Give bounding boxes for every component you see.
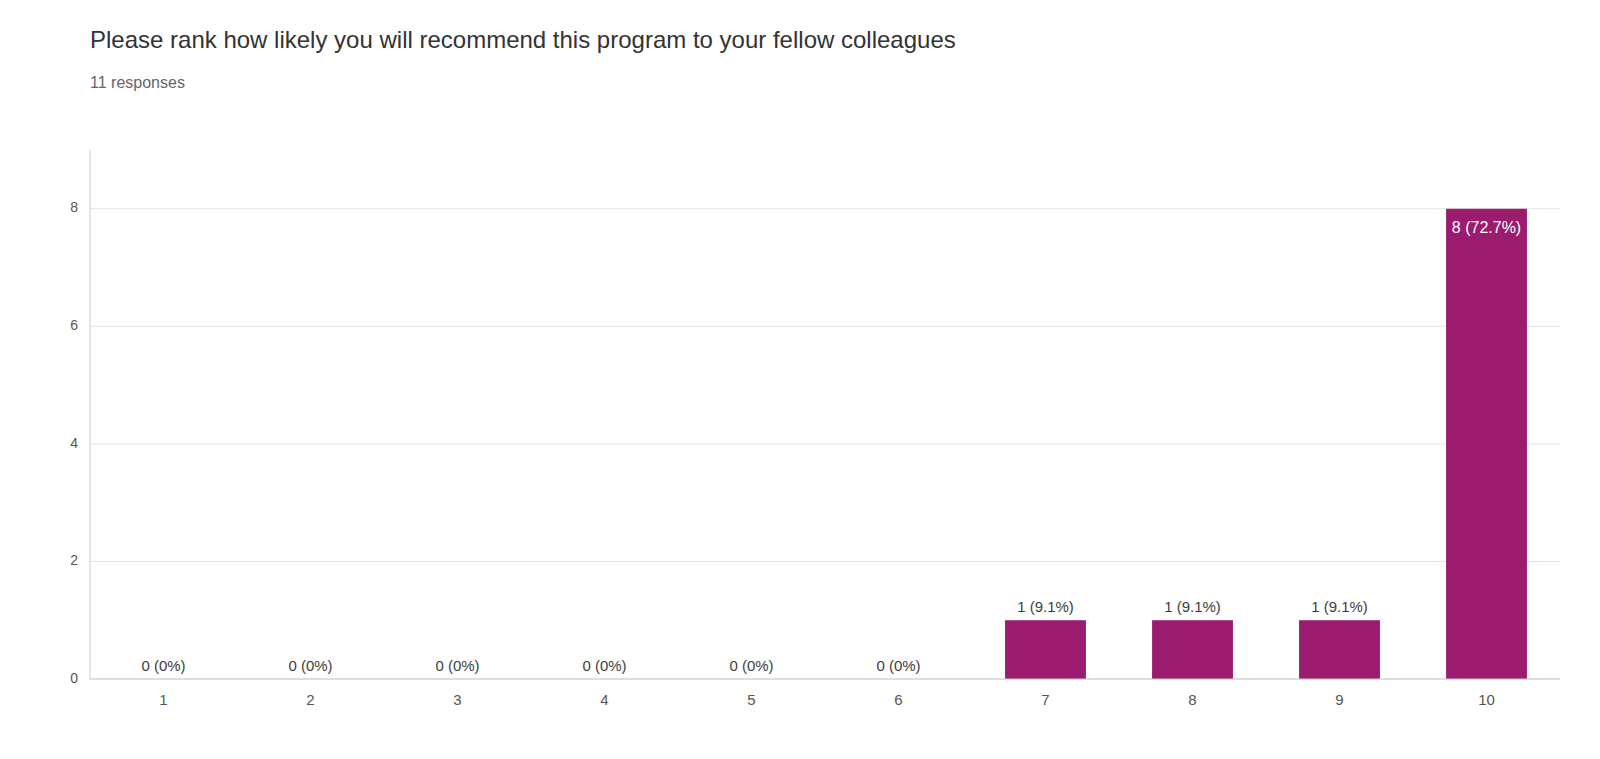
y-tick-label: 4 <box>70 435 78 451</box>
bars <box>1005 209 1527 679</box>
x-axis: 1 2 3 4 5 6 7 8 9 10 <box>90 679 1560 708</box>
y-tick-label: 2 <box>70 552 78 568</box>
data-label: 0 (0%) <box>876 657 920 674</box>
x-axis-line <box>90 679 1560 680</box>
y-tick-label: 0 <box>70 670 78 686</box>
grid-line <box>90 326 1560 327</box>
data-label: 0 (0%) <box>582 657 626 674</box>
x-tick-label: 6 <box>894 691 902 708</box>
x-tick-label: 5 <box>747 691 755 708</box>
grid-line <box>90 208 1560 209</box>
chart-svg: Please rank how likely you will recommen… <box>0 0 1600 759</box>
chart-container: Please rank how likely you will recommen… <box>0 0 1600 759</box>
x-tick-label: 8 <box>1188 691 1196 708</box>
data-label: 1 (9.1%) <box>1311 598 1368 615</box>
y-axis-line <box>90 150 91 679</box>
bar <box>1152 620 1233 679</box>
subtitle: 11 responses <box>90 74 185 91</box>
bar <box>1005 620 1086 679</box>
data-labels: 0 (0%) 0 (0%) 0 (0%) 0 (0%) 0 (0%) 0 (0%) 1 (9… <box>141 219 1521 674</box>
grid-line <box>90 679 1560 680</box>
data-label: 0 (0%) <box>141 657 185 674</box>
x-tick-label: 3 <box>453 691 461 708</box>
x-tick-label: 2 <box>306 691 314 708</box>
x-tick-label: 1 <box>159 691 167 708</box>
grid-line <box>90 443 1560 444</box>
data-label: 0 (0%) <box>288 657 332 674</box>
data-label: 0 (0%) <box>729 657 773 674</box>
background <box>0 0 1600 759</box>
grid-line <box>90 561 1560 562</box>
data-label: 0 (0%) <box>435 657 479 674</box>
x-tick-label: 9 <box>1335 691 1343 708</box>
x-tick-label: 10 <box>1478 691 1495 708</box>
y-tick-label: 6 <box>70 317 78 333</box>
bar <box>1299 620 1380 679</box>
y-tick-label: 8 <box>70 199 78 215</box>
data-label: 8 (72.7%) <box>1452 219 1521 236</box>
x-tick-label: 7 <box>1041 691 1049 708</box>
data-label: 1 (9.1%) <box>1164 598 1221 615</box>
bar <box>1446 209 1527 679</box>
y-axis: 0 2 4 6 8 <box>70 150 1560 686</box>
title: Please rank how likely you will recommen… <box>90 26 956 53</box>
data-label: 1 (9.1%) <box>1017 598 1074 615</box>
x-tick-label: 4 <box>600 691 608 708</box>
